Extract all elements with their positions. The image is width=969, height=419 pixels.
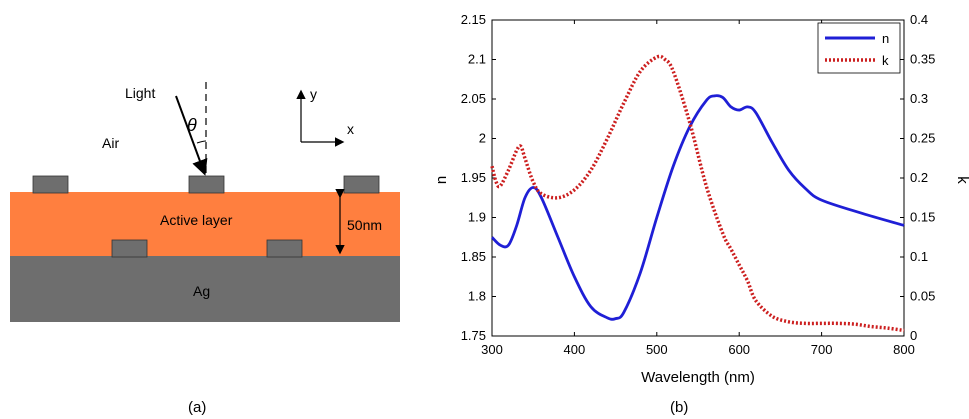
series-line-n [490, 94, 905, 321]
y-left-tick-label: 2.1 [468, 52, 486, 67]
y-right-tick-label: 0.35 [910, 52, 935, 67]
y-left-tick-label: 1.85 [461, 249, 486, 264]
grating-bar-bottom-2 [266, 239, 303, 258]
grating-bar-top-1 [32, 175, 69, 194]
x-tick-label: 600 [728, 342, 750, 357]
x-axis-label: Wavelength (nm) [641, 369, 755, 386]
panel-a-caption: (a) [188, 399, 206, 416]
grating-bar-top-2 [188, 175, 225, 194]
coord-y-label: y [310, 86, 317, 102]
y-left-tick-label: 1.9 [468, 210, 486, 225]
air-label: Air [102, 135, 119, 151]
thickness-label: 50nm [347, 217, 382, 233]
y-right-tick-label: 0.2 [910, 170, 928, 185]
y-left-tick-label: 2.15 [461, 12, 486, 27]
legend: n k [817, 22, 901, 74]
panel-b-caption: (b) [670, 399, 688, 416]
coord-x-label: x [347, 121, 354, 137]
x-axis: 300 400 500 600 700 800 [481, 20, 915, 357]
y-right-tick-label: 0 [910, 328, 917, 343]
active-layer [10, 192, 400, 256]
metal-label: Ag [193, 283, 210, 299]
series-line-k [490, 54, 905, 333]
legend-label-k: k [882, 53, 889, 68]
series-layer [490, 54, 905, 333]
y-right-axis-label: k [954, 176, 969, 184]
right-y-axis: 0 0.05 0.1 0.15 0.2 0.25 0.3 0.35 0.4 [900, 12, 935, 343]
legend-box [817, 22, 901, 74]
y-left-tick-label: 1.8 [468, 289, 486, 304]
y-right-tick-label: 0.25 [910, 131, 935, 146]
x-tick-label: 300 [481, 342, 503, 357]
x-tick-label: 400 [564, 342, 586, 357]
legend-label-n: n [882, 31, 889, 46]
silver-substrate [10, 256, 400, 322]
theta-label: θ [187, 115, 197, 135]
active-layer-label: Active layer [160, 212, 233, 228]
y-right-tick-label: 0.1 [910, 249, 928, 264]
x-tick-label: 500 [646, 342, 668, 357]
light-arrow [175, 95, 208, 176]
theta-arc [196, 140, 207, 144]
left-y-axis: 1.75 1.8 1.85 1.9 1.95 2 2.05 2.1 2.15 [461, 12, 496, 343]
x-tick-label: 800 [893, 342, 915, 357]
y-left-tick-label: 2.05 [461, 91, 486, 106]
y-right-tick-label: 0.05 [910, 289, 935, 304]
y-left-axis-label: n [433, 176, 450, 184]
y-left-tick-label: 1.75 [461, 328, 486, 343]
panel-a-schematic: Light θ Air Active layer Ag 50nm y x (a) [10, 82, 400, 416]
grating-bar-top-3 [343, 175, 380, 194]
light-label: Light [125, 85, 155, 101]
grating-bar-bottom-1 [111, 239, 148, 258]
x-tick-label: 700 [811, 342, 833, 357]
y-right-tick-label: 0.3 [910, 91, 928, 106]
y-right-tick-label: 0.4 [910, 12, 928, 27]
y-left-tick-label: 2 [479, 131, 486, 146]
y-left-tick-label: 1.95 [461, 170, 486, 185]
y-right-tick-label: 0.15 [910, 210, 935, 225]
